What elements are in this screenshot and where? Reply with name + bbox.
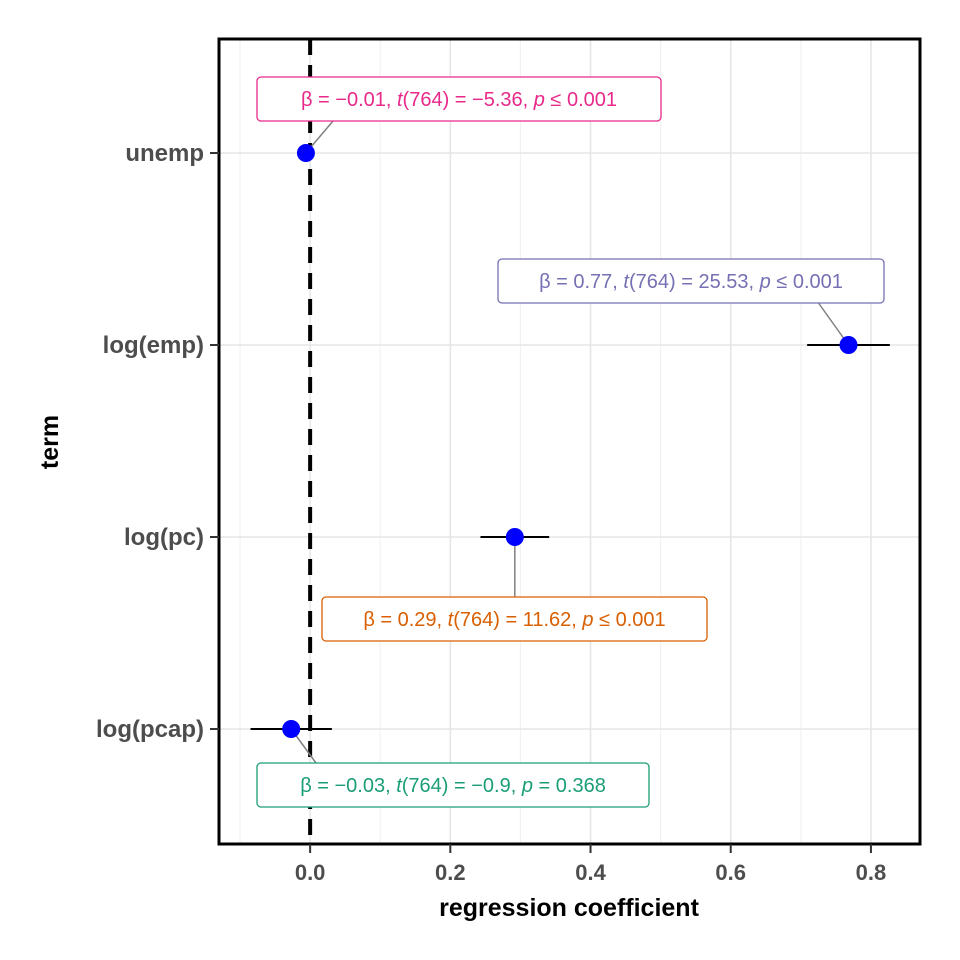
- annotation-layer: β = −0.01, t(764) = −5.36, p ≤ 0.001 β = …: [256, 76, 885, 808]
- x-tick-label: 0.8: [856, 860, 887, 885]
- stat-annotation: β = −0.03, t(764) = −0.9, p = 0.368: [256, 762, 650, 808]
- y-axis-ticks: unemp log(emp) log(pc) log(pcap): [96, 140, 219, 743]
- estimate-point: [296, 144, 315, 162]
- annotation-text: β = −0.03, t(764) = −0.9, p = 0.368: [300, 775, 606, 797]
- y-tick-label: log(emp): [103, 332, 204, 359]
- x-tick-label: 0.6: [715, 860, 746, 885]
- panel-border: [217, 37, 922, 846]
- annotation-text: β = −0.01, t(764) = −5.36, p ≤ 0.001: [301, 89, 617, 111]
- annotation-box: [497, 258, 885, 304]
- annotation-text: β = 0.29, t(764) = 11.62, p ≤ 0.001: [363, 609, 665, 631]
- y-axis-title: term: [36, 415, 64, 469]
- estimate-point: [839, 336, 858, 354]
- stat-annotation: β = 0.29, t(764) = 11.62, p ≤ 0.001: [321, 596, 708, 642]
- estimate-point: [282, 720, 301, 738]
- x-axis-title: regression coefficient: [439, 894, 699, 922]
- y-tick-label: unemp: [125, 140, 204, 167]
- stat-annotation: β = 0.77, t(764) = 25.53, p ≤ 0.001: [497, 258, 885, 304]
- stat-annotation: β = −0.01, t(764) = −5.36, p ≤ 0.001: [256, 76, 662, 122]
- annotation-box: [321, 596, 708, 642]
- annotation-box: [256, 76, 662, 122]
- x-axis-ticks: 0.0 0.2 0.4 0.6 0.8: [295, 844, 886, 885]
- connector-layer: [290, 120, 850, 764]
- y-tick-label: log(pc): [124, 524, 204, 551]
- annotation-text: β = 0.77, t(764) = 25.53, p ≤ 0.001: [539, 271, 843, 293]
- x-tick-label: 0.0: [295, 860, 326, 885]
- x-tick-label: 0.4: [575, 860, 606, 885]
- ci-layer: [250, 152, 890, 730]
- grid: [219, 39, 920, 844]
- estimate-point: [505, 528, 524, 546]
- annotation-box: [256, 762, 650, 808]
- point-layer: [282, 144, 858, 738]
- y-tick-label: log(pcap): [96, 716, 204, 743]
- x-tick-label: 0.2: [435, 860, 466, 885]
